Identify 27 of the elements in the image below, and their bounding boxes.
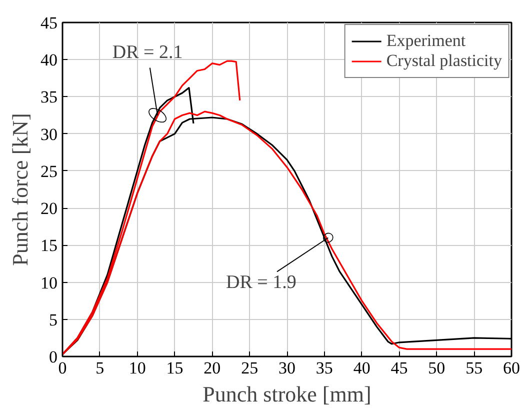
x-tick-label: 30 [278, 358, 296, 378]
x-tick-label: 25 [241, 358, 258, 378]
y-tick-label: 5 [49, 310, 58, 330]
legend-label: Experiment [386, 31, 466, 51]
legend-label: Crystal plasticity [386, 51, 502, 71]
annotation: DR = 1.9 [226, 272, 296, 294]
y-tick-label: 20 [40, 199, 58, 218]
x-tick-label: 55 [466, 358, 483, 378]
x-tick-label: 40 [353, 358, 370, 378]
y-tick-label: 35 [40, 88, 58, 107]
y-tick-label: 45 [40, 14, 58, 32]
x-tick-label: 35 [316, 358, 333, 378]
annotation: DR = 2.1 [112, 42, 183, 63]
y-tick-label: 25 [40, 162, 58, 181]
x-tick-label: 10 [128, 358, 146, 378]
y-axis-title: Punch force [kN] [8, 113, 32, 266]
x-tick-label: 45 [390, 358, 408, 378]
y-tick-label: 30 [40, 124, 58, 144]
y-tick-label: 40 [40, 50, 58, 70]
y-tick-label: 10 [40, 273, 58, 292]
x-axis-title: Punch stroke [mm] [202, 382, 372, 406]
y-tick-label: 15 [40, 236, 58, 256]
x-tick-label: 5 [96, 358, 104, 378]
x-tick-label: 20 [204, 358, 221, 378]
x-tick-label: 15 [166, 358, 184, 378]
x-tick-label: 50 [428, 358, 446, 378]
x-tick-label: 60 [503, 358, 520, 378]
